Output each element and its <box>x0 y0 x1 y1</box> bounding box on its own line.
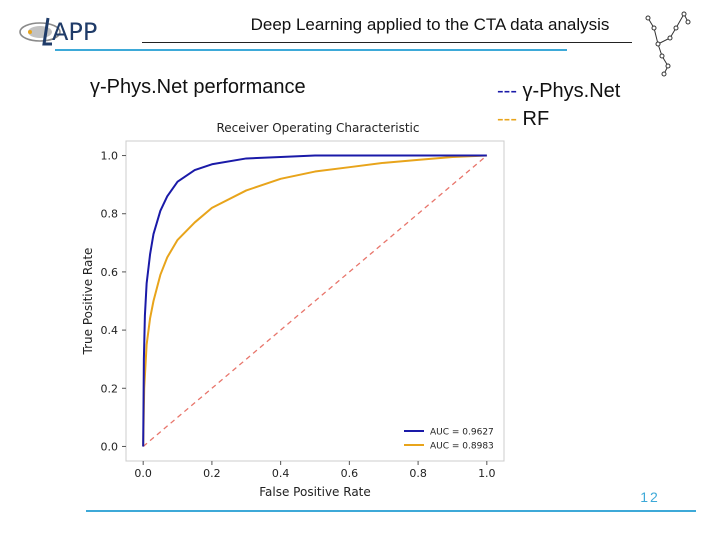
roc-curve-0 <box>142 154 487 447</box>
y-tick-label: 0.8 <box>101 208 119 221</box>
logo-text: APP <box>52 18 98 46</box>
side-legend-label: γ-Phys.Net <box>522 80 621 102</box>
y-tick-label: 0.0 <box>101 440 119 453</box>
footer-rule <box>86 510 696 512</box>
ticks-layer: 0.0 0.2 0.4 0.6 0.8 1.0 0.0 0.2 0.4 0.6 0.8 1.0 <box>101 150 496 480</box>
x-tick-label: 0.4 <box>272 467 290 480</box>
chart-title: Receiver Operating Characteristic <box>216 121 419 135</box>
y-tick-label: 0.2 <box>101 382 119 395</box>
x-tick-label: 0.6 <box>341 467 359 480</box>
side-legend-item-phys-net: --- γ-Phys.Net <box>497 80 620 103</box>
header-title: Deep Learning applied to the CTA data an… <box>250 15 610 34</box>
x-tick-label: 1.0 <box>478 467 496 480</box>
x-tick-label: 0.0 <box>134 467 152 480</box>
x-axis-label: False Positive Rate <box>259 485 371 499</box>
side-legend-item-rf: --- RF <box>497 108 549 131</box>
header-accent-rule <box>55 49 567 51</box>
x-tick-label: 0.8 <box>409 467 427 480</box>
section-title: γ-Phys.Net performance <box>90 76 306 98</box>
y-tick-label: 0.4 <box>101 324 119 337</box>
header-rule <box>142 42 632 43</box>
legend-label: AUC = 0.9627 <box>430 428 494 438</box>
side-legend-dash: --- <box>497 108 517 130</box>
series-layer <box>142 154 488 447</box>
lapp-logo <box>19 17 61 46</box>
x-tick-label: 0.2 <box>203 467 221 480</box>
roc-chart: Receiver Operating Characteristic 0.0 0.2… <box>81 121 505 499</box>
side-legend-dash: --- <box>497 80 517 102</box>
chart-legend: AUC = 0.9627 AUC = 0.8983 <box>404 428 494 452</box>
y-tick-label: 0.6 <box>101 266 119 279</box>
page-number: 12 <box>640 489 660 505</box>
side-legend-label: RF <box>522 108 550 130</box>
y-axis-label: True Positive Rate <box>81 248 95 356</box>
constellation-icon <box>645 11 691 77</box>
legend-label: AUC = 0.8983 <box>430 442 494 452</box>
y-tick-label: 1.0 <box>101 150 119 163</box>
roc-curve-1 <box>142 154 487 447</box>
chance-diagonal-line <box>142 155 488 447</box>
